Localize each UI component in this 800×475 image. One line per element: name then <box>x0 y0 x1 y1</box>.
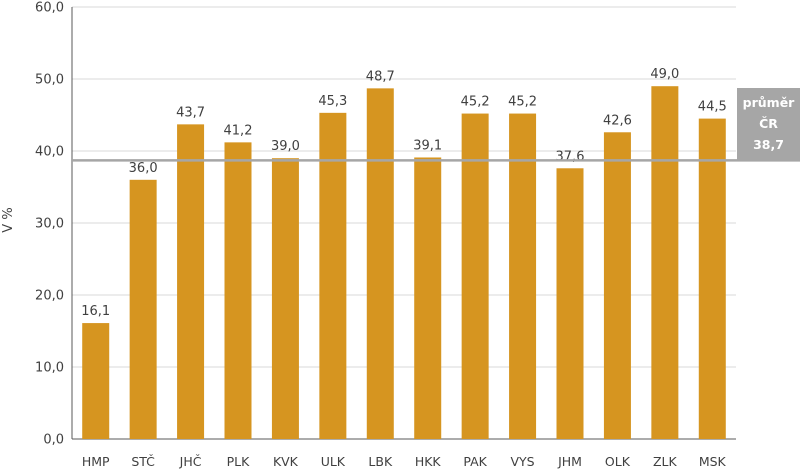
y-tick-label: 30,0 <box>35 217 64 232</box>
bar <box>82 323 110 439</box>
x-tick-label: ZLK <box>653 454 678 469</box>
y-tick-label: 0,0 <box>43 433 64 448</box>
data-label: 37,6 <box>556 149 585 164</box>
x-tick-label: PLK <box>227 454 251 469</box>
average-callout-text: průměr <box>743 95 796 110</box>
bar <box>271 158 299 439</box>
x-tick-label: HMP <box>82 454 110 469</box>
axes: 0,0 10,0 20,0 30,0 40,0 50,0 60,0 <box>35 1 736 448</box>
average-callout-text: 38,7 <box>753 137 784 152</box>
x-tick-label: STČ <box>131 454 155 469</box>
bar <box>177 124 205 440</box>
bar <box>603 132 631 439</box>
x-tick-label: VYS <box>511 454 535 469</box>
average-reference: průměr ČR 38,7 <box>72 88 800 162</box>
data-label: 49,0 <box>650 67 679 82</box>
bar <box>509 113 537 439</box>
data-labels: HMP 16,1 STČ 36,0 JHČ 43,7 PLK 41,2 KVK 39,0 ULK 45… <box>81 67 727 469</box>
y-tick-label: 20,0 <box>35 289 64 304</box>
data-label: 45,3 <box>318 94 347 109</box>
bar <box>651 86 679 439</box>
data-label: 42,6 <box>603 113 632 128</box>
data-label: 48,7 <box>366 69 395 84</box>
bar <box>414 157 442 440</box>
y-tick-label: 50,0 <box>35 73 64 88</box>
bar <box>366 88 394 440</box>
bar <box>129 179 157 440</box>
x-tick-label: MSK <box>699 454 727 469</box>
x-tick-label: OLK <box>605 454 631 469</box>
x-tick-label: PAK <box>463 454 487 469</box>
x-tick-label: KVK <box>273 454 299 469</box>
data-label: 43,7 <box>176 105 205 120</box>
y-tick-label: 10,0 <box>35 361 64 376</box>
bar <box>461 113 489 439</box>
bar <box>224 142 252 440</box>
y-axis-label: V % <box>1 207 16 232</box>
bar <box>698 118 726 439</box>
data-label: 44,5 <box>698 100 727 115</box>
gridlines <box>72 6 736 368</box>
data-label: 36,0 <box>129 161 158 176</box>
bars <box>82 86 726 440</box>
data-label: 41,2 <box>224 123 253 138</box>
x-tick-label: JHM <box>557 454 582 469</box>
x-tick-label: LBK <box>368 454 393 469</box>
x-tick-label: ULK <box>321 454 346 469</box>
x-tick-label: HKK <box>415 454 442 469</box>
y-tick-label: 60,0 <box>35 1 64 16</box>
data-label: 45,2 <box>508 95 537 110</box>
data-label: 45,2 <box>461 95 490 110</box>
x-tick-label: JHČ <box>179 454 202 469</box>
y-tick-label: 40,0 <box>35 145 64 160</box>
bar <box>556 168 584 439</box>
bar <box>319 112 347 439</box>
data-label: 39,1 <box>413 138 442 153</box>
data-label: 39,0 <box>271 139 300 154</box>
average-callout-box <box>737 88 800 160</box>
data-label: 16,1 <box>81 304 110 319</box>
average-callout-text: ČR <box>759 116 778 131</box>
